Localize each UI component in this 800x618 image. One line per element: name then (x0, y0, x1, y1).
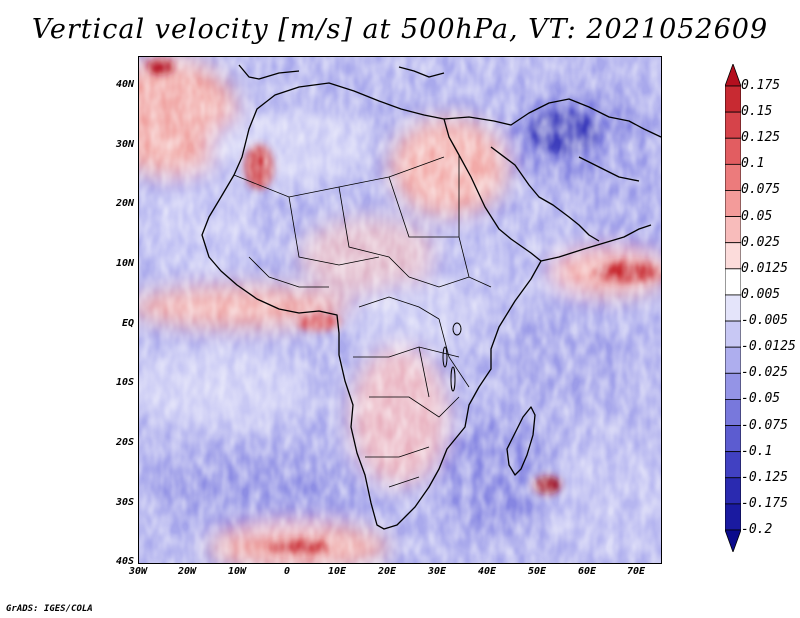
colorbar-tick-label: -0.125 (741, 469, 788, 485)
colorbar-segment (725, 163, 741, 191)
colorbar-tick-label: -0.175 (741, 495, 788, 511)
lon-label: 20W (177, 566, 197, 577)
colorbar-segment (725, 85, 741, 113)
colorbar-segment (725, 372, 741, 400)
colorbar-segment (725, 216, 741, 244)
colorbar-segment (725, 268, 741, 296)
colorbar-tick-label: 0.1 (741, 156, 765, 172)
coastlines (201, 64, 661, 530)
colorbar-tick-label: -0.005 (741, 313, 788, 329)
colorbar-tick-label: -0.025 (741, 365, 788, 381)
colorbar-tick-label: 0.0125 (741, 260, 788, 276)
colorbar-segment (725, 320, 741, 348)
colorbar-segment (725, 425, 741, 453)
country-borders (233, 155, 492, 488)
colorbar-segment (725, 137, 741, 165)
colorbar-tick-label: -0.075 (741, 417, 788, 433)
colorbar-tick-label: -0.1 (741, 443, 773, 459)
colorbar (725, 64, 741, 552)
fine-texture (139, 57, 661, 563)
colorbar-tick-label: 0.05 (741, 208, 773, 224)
lat-label: 10S (115, 377, 134, 388)
lon-label: 30W (128, 566, 148, 577)
colorbar-segment (725, 399, 741, 426)
lat-label: 20S (115, 437, 134, 448)
lon-label: 70E (626, 566, 646, 577)
colorbar-tick-label: 0.15 (741, 104, 773, 120)
colorbar-tick-label: 0.125 (741, 130, 781, 146)
colorbar-segment (725, 294, 741, 322)
colorbar-segment (725, 242, 741, 270)
lon-label: 40E (477, 566, 497, 577)
lon-label: 20E (377, 566, 397, 577)
colorbar-tick-label: 0.005 (741, 286, 781, 302)
lon-label: 50E (527, 566, 547, 577)
colorbar-segment (725, 190, 741, 217)
colorbar-tick-label: -0.0125 (741, 339, 796, 355)
lon-label: 30E (427, 566, 447, 577)
lat-label: 30S (115, 497, 134, 508)
lon-label: 10E (327, 566, 347, 577)
lon-label: 60E (577, 566, 597, 577)
lat-label: 30N (115, 139, 134, 150)
colorbar-segment (725, 477, 741, 505)
colorbar-segment (725, 346, 741, 374)
lat-label: 40N (115, 79, 134, 90)
lakes (442, 322, 462, 392)
lon-label: 0 (283, 566, 291, 577)
lat-label: EQ (121, 318, 134, 329)
lat-label: 40S (115, 556, 134, 567)
colorbar-tick-label: 0.025 (741, 234, 781, 250)
colorbar-tick-label: 0.175 (741, 78, 781, 93)
lat-label: 10N (115, 258, 134, 269)
colorbar-min-arrow (725, 529, 741, 552)
map-title: Vertical velocity [m/s] at 500hPa, VT: 2… (31, 14, 769, 45)
colorbar-tick-label: 0.075 (741, 182, 781, 198)
lat-label: 20N (115, 198, 134, 209)
grads-credit: GrADS: IGES/COLA (6, 604, 93, 614)
velocity-field (139, 57, 661, 563)
map-panel (138, 56, 662, 564)
colorbar-tick-label: -0.05 (741, 391, 781, 407)
colorbar-max-arrow (725, 64, 741, 87)
lon-label: 10W (227, 566, 247, 577)
colorbar-tick-label: -0.2 (741, 522, 773, 537)
colorbar-segment (725, 503, 741, 531)
colorbar-segment (725, 111, 741, 139)
colorbar-segment (725, 451, 741, 479)
